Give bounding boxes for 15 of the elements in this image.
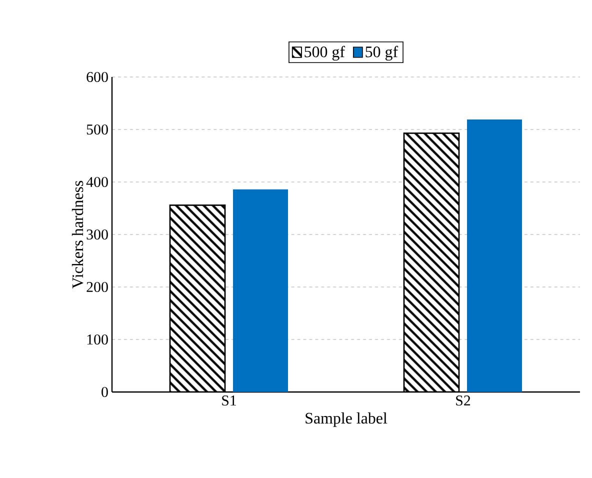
legend-label: 50 gf — [366, 46, 398, 61]
y-tick-label: 300 — [86, 229, 108, 240]
y-tick-label: 400 — [86, 176, 108, 188]
x-axis-title: Sample label — [306, 412, 388, 427]
bar — [467, 120, 522, 392]
legend-label: 500 gf — [304, 46, 345, 61]
x-tick-label: S1 — [222, 396, 236, 406]
y-tick-label: 0 — [102, 386, 108, 398]
y-tick-label: 600 — [86, 72, 108, 82]
x-tick-label: S2 — [456, 396, 470, 406]
bar — [233, 189, 288, 392]
y-tick-label: 500 — [86, 124, 108, 135]
y-axis-title: Vickers hardness — [72, 180, 84, 289]
y-tick-label: 100 — [87, 334, 108, 345]
y-tick-label: 200 — [86, 282, 108, 292]
